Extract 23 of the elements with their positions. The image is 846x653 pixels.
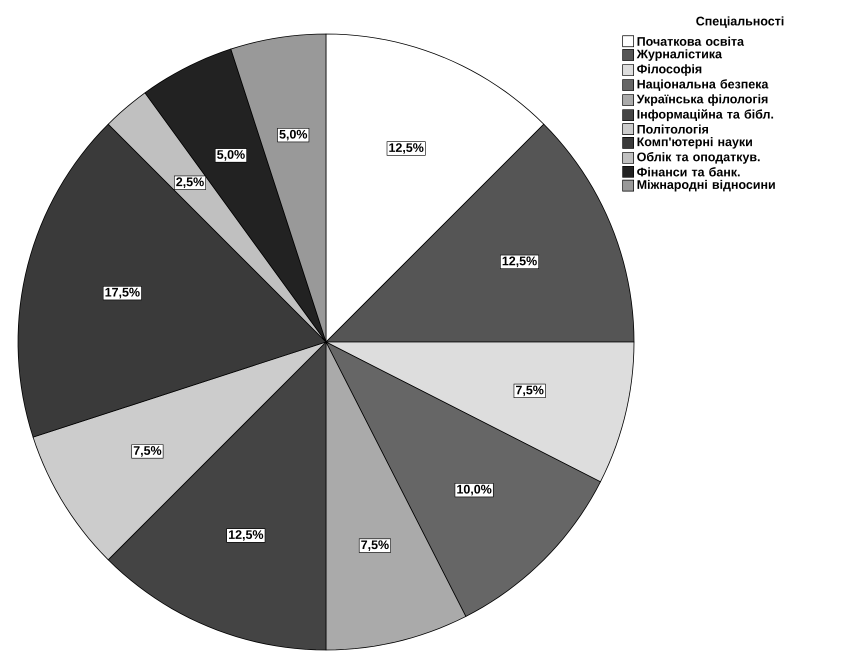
legend-label: Інформаційна та бібл. <box>638 109 774 122</box>
data-label: 7,5% <box>134 446 162 457</box>
legend-label: Національна безпека <box>638 79 768 91</box>
legend-label: Філософія <box>637 64 702 76</box>
data-label: 17,5% <box>105 288 140 298</box>
legend-label: Міжнародні відносини <box>638 180 775 192</box>
data-label: 12,5% <box>389 143 424 154</box>
legend-label: Фінанси та банк. <box>637 167 740 176</box>
legend-label: Комп'ютерні науки <box>638 137 752 149</box>
legend-label: Політологія <box>638 124 708 134</box>
legend-label: Початкова освіта <box>638 36 744 46</box>
data-label: 10,0% <box>457 484 492 496</box>
legend-label: Журналістика <box>636 49 722 61</box>
legend-title: Спеціальності <box>696 16 784 28</box>
data-label: 2,5% <box>176 177 204 188</box>
legend-label: Українська філологія <box>636 94 768 106</box>
data-label: 7,5% <box>516 386 544 396</box>
data-label: 12,5% <box>502 256 537 268</box>
data-label: 7,5% <box>361 540 389 551</box>
data-label: 12,5% <box>228 530 264 541</box>
legend-label: Облік та оподаткув. <box>637 152 760 164</box>
data-label: 5,0% <box>217 150 245 161</box>
data-label: 5,0% <box>279 130 308 140</box>
